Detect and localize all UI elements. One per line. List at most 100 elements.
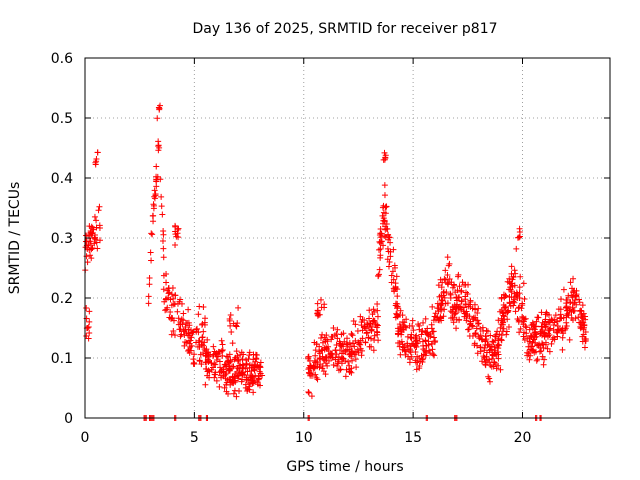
data-point <box>200 303 207 310</box>
data-point <box>184 319 191 326</box>
y-tick-label: 0.5 <box>51 111 73 127</box>
data-point <box>492 333 499 340</box>
data-point <box>151 193 158 200</box>
data-point <box>170 327 177 334</box>
data-point <box>305 370 312 377</box>
data-point <box>174 230 181 237</box>
data-point <box>540 329 547 336</box>
data-point <box>94 149 101 156</box>
data-point <box>508 263 515 270</box>
data-point <box>384 231 391 238</box>
data-point <box>455 294 462 301</box>
data-point <box>534 356 541 363</box>
data-point <box>188 334 195 341</box>
data-point <box>576 308 583 315</box>
data-point <box>397 351 404 358</box>
data-point <box>374 300 381 307</box>
data-point <box>442 267 449 274</box>
data-point <box>515 317 522 324</box>
data-point <box>381 182 388 189</box>
data-point <box>371 332 378 339</box>
data-point <box>445 262 452 269</box>
data-point <box>394 293 401 300</box>
data-point <box>553 328 560 335</box>
data-point <box>462 289 469 296</box>
data-point <box>550 334 557 341</box>
data-point <box>548 340 555 347</box>
data-point <box>376 232 383 239</box>
data-point <box>202 315 209 322</box>
data-point <box>316 354 323 361</box>
data-point <box>312 352 319 359</box>
x-tick-label: 10 <box>295 430 313 446</box>
data-point <box>322 371 329 378</box>
data-point <box>445 281 452 288</box>
data-point <box>499 328 506 335</box>
data-point <box>86 223 93 230</box>
data-point <box>201 321 208 328</box>
data-point <box>323 354 330 361</box>
data-point <box>96 222 103 229</box>
data-point <box>393 310 400 317</box>
data-point <box>497 366 504 373</box>
data-point <box>177 296 184 303</box>
data-point <box>498 337 505 344</box>
data-point <box>352 337 359 344</box>
data-point <box>357 345 364 352</box>
data-point <box>374 329 381 336</box>
data-point <box>203 359 210 366</box>
data-point <box>193 328 200 335</box>
data-point <box>163 279 170 286</box>
data-point <box>156 105 163 112</box>
data-point <box>371 309 378 316</box>
data-point <box>164 304 171 311</box>
y-tick-label: 0.1 <box>51 351 73 367</box>
data-point <box>519 300 526 307</box>
data-point <box>312 347 319 354</box>
data-point <box>559 346 566 353</box>
data-point <box>172 292 179 299</box>
data-point <box>349 357 356 364</box>
data-point <box>455 306 462 313</box>
data-point <box>171 300 178 307</box>
data-point <box>408 334 415 341</box>
data-point <box>215 353 222 360</box>
data-point <box>403 316 410 323</box>
data-point <box>507 302 514 309</box>
data-point <box>573 301 580 308</box>
data-point <box>428 325 435 332</box>
data-point <box>87 252 94 259</box>
data-point <box>459 279 466 286</box>
data-point <box>487 332 494 339</box>
data-point <box>339 355 346 362</box>
data-point <box>396 343 403 350</box>
data-point <box>541 333 548 340</box>
data-points <box>82 102 589 421</box>
data-point <box>473 325 480 332</box>
data-point <box>83 305 90 312</box>
data-point <box>213 357 220 364</box>
data-point <box>563 322 570 329</box>
data-point <box>570 275 577 282</box>
data-point <box>334 362 341 369</box>
data-point <box>95 207 102 214</box>
data-point <box>481 356 488 363</box>
data-point <box>202 347 209 354</box>
data-point <box>388 272 395 279</box>
data-point <box>89 230 96 237</box>
data-point <box>420 319 427 326</box>
data-point <box>348 369 355 376</box>
data-point <box>314 363 321 370</box>
y-tick-label: 0.3 <box>51 231 73 247</box>
data-point <box>208 359 215 366</box>
data-point <box>186 349 193 356</box>
data-point <box>390 246 397 253</box>
data-point <box>310 364 317 371</box>
data-point <box>354 327 361 334</box>
data-point <box>85 323 92 330</box>
data-point <box>570 288 577 295</box>
data-point <box>307 365 314 372</box>
data-point <box>513 292 520 299</box>
data-point <box>158 203 165 210</box>
data-point <box>495 341 502 348</box>
